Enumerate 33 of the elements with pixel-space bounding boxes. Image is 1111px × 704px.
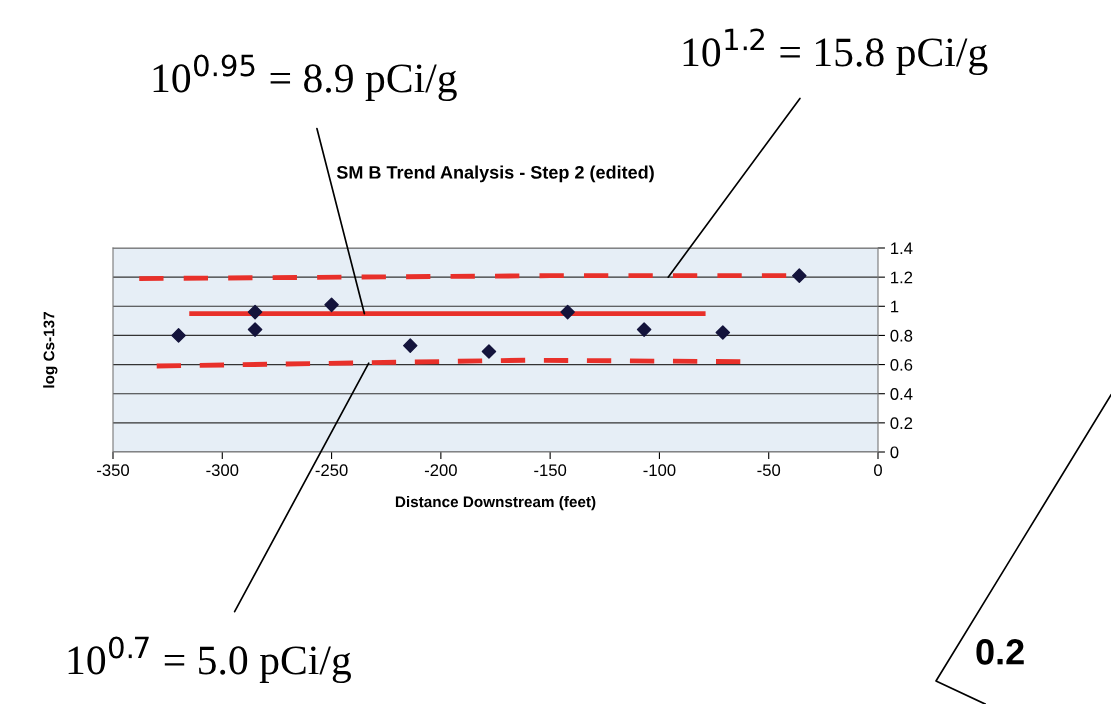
y-tick-label: 1.4	[891, 242, 913, 255]
point	[171, 328, 186, 343]
text: 0.2	[976, 639, 1024, 665]
point	[402, 338, 418, 353]
y-tick-label: 0.8	[890, 329, 913, 342]
chart-title: SM B Trend Analysis - Step 2 (edited)	[336, 165, 654, 183]
y-tick-label: 1.2	[891, 271, 913, 284]
point	[560, 304, 575, 320]
annotation: 10$^{0.7}$ = 5.0 pCi/g	[68, 636, 351, 684]
point	[247, 322, 263, 337]
y-tick-label: 1	[891, 300, 899, 313]
x-tick-label: -150	[534, 464, 567, 477]
x-tick-label: -50	[757, 464, 781, 477]
x-tick-label: -300	[206, 464, 239, 477]
y-axis-title: log Cs-137	[43, 312, 58, 388]
y-tick-label: 0	[890, 446, 899, 459]
y-tick-label: 0.6	[890, 358, 913, 371]
point	[481, 344, 497, 359]
point	[636, 322, 652, 337]
x-tick-label: -100	[643, 464, 676, 477]
x-tick-label: 0	[874, 464, 882, 477]
annotation: 10$^{1.2}$ = 15.8 pCi/g	[683, 28, 988, 76]
x-tick-label: -250	[315, 464, 348, 477]
point	[324, 297, 339, 313]
y-tick-label: 0.4	[890, 388, 913, 400]
x-axis-title: Distance Downstream (feet)	[395, 496, 596, 511]
x-tick-label: -200	[424, 464, 457, 477]
x-tick-label: -350	[97, 464, 130, 477]
point	[715, 325, 731, 340]
point	[247, 304, 263, 320]
point	[792, 268, 807, 283]
annotation: 10$^{0.95}$ = 8.9 pCi/g	[153, 54, 457, 102]
y-tick-label: 0.2	[890, 417, 913, 430]
